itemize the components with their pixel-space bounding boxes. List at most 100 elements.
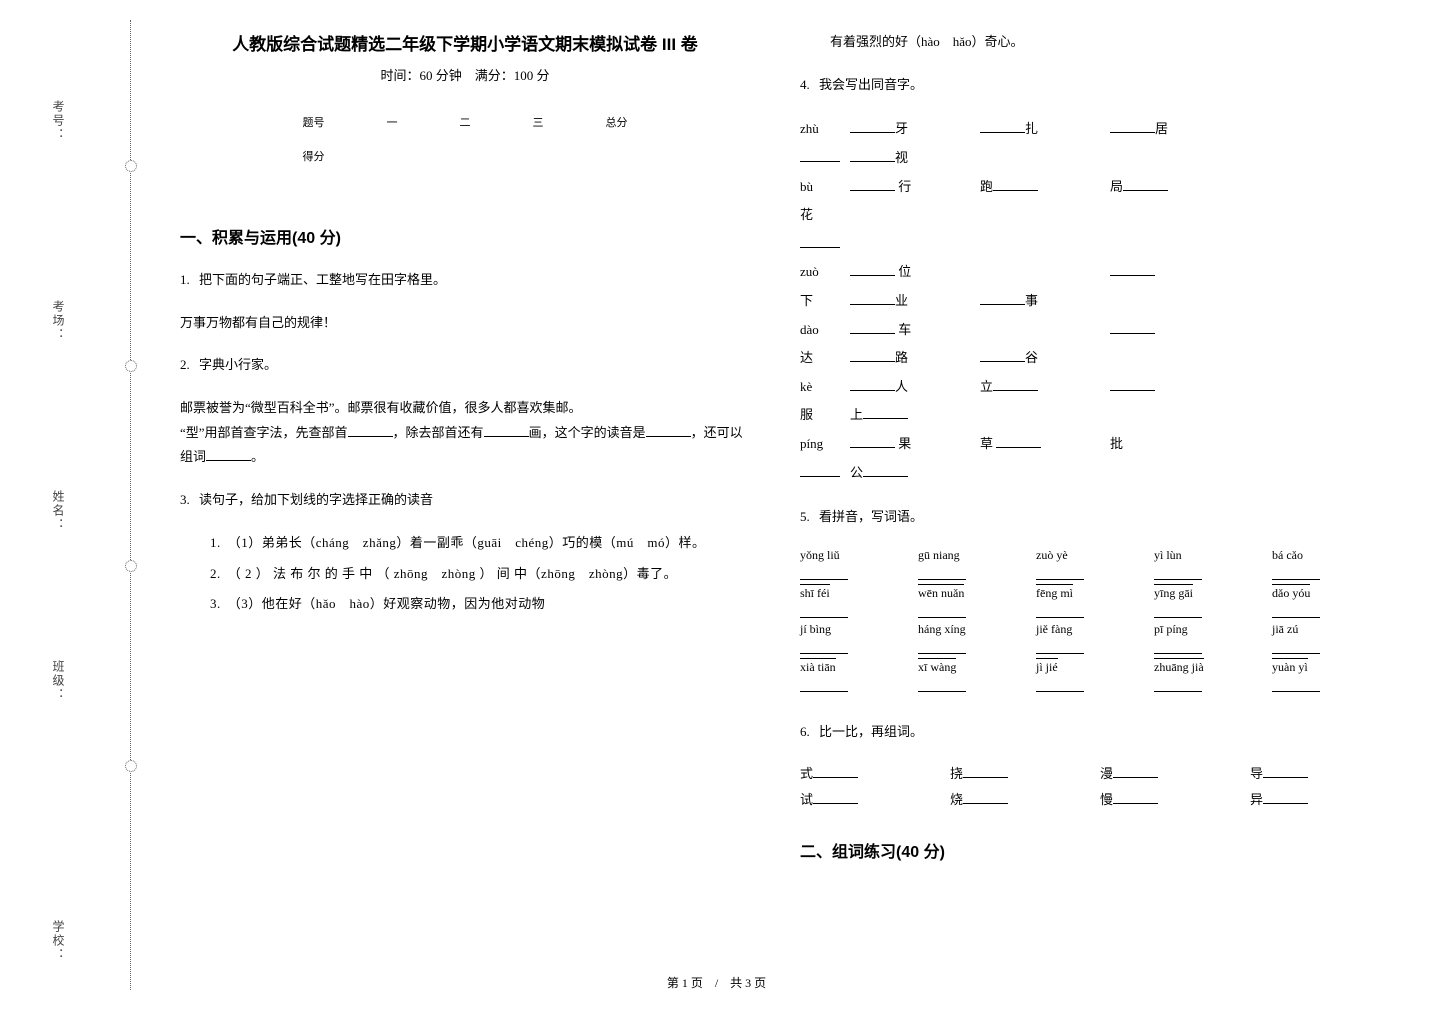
question-6: 6. 比一比，再组词。	[800, 720, 1370, 745]
fill-blank[interactable]	[850, 175, 895, 191]
fill-blank[interactable]	[850, 260, 895, 276]
fill-blank[interactable]	[484, 421, 529, 437]
fill-blank[interactable]	[1036, 678, 1084, 692]
fill-blank[interactable]	[800, 566, 848, 580]
compare-char: 导	[1250, 766, 1263, 781]
compare-char: 漫	[1100, 766, 1113, 781]
fill-blank[interactable]	[1110, 318, 1155, 334]
table-row: zhù 牙 扎 居	[800, 115, 1370, 144]
question-3-list: 1. （1）弟弟长（cháng zhǎng）着一副乖（guāi chéng）巧的…	[180, 531, 750, 617]
fill-blank[interactable]	[850, 318, 895, 334]
fill-blank[interactable]	[348, 421, 393, 437]
fill-blank[interactable]	[918, 678, 966, 692]
fill-blank[interactable]	[980, 289, 1025, 305]
table-row: 题号 一 二 三 总分	[273, 106, 658, 138]
fill-blank[interactable]	[813, 788, 858, 804]
fill-blank[interactable]	[800, 146, 840, 162]
fill-blank[interactable]	[1263, 762, 1308, 778]
fill-blank[interactable]	[1272, 678, 1320, 692]
fill-blank[interactable]	[1272, 566, 1320, 580]
q-title: 字典小行家。	[199, 357, 277, 372]
pinyin-cell: gū niang	[918, 548, 1016, 580]
q2-para2c: 画，这个字的读音是	[529, 425, 646, 440]
score-header: 一	[357, 106, 428, 138]
fill-blank[interactable]	[918, 604, 966, 618]
fill-blank[interactable]	[963, 762, 1008, 778]
fill-blank[interactable]	[863, 403, 908, 419]
hp-pinyin: píng	[800, 430, 850, 459]
hp-char: 立	[980, 379, 993, 394]
q2-para2b: ，除去部首还有	[393, 425, 484, 440]
hp-char: 行	[898, 179, 911, 194]
fill-blank[interactable]	[850, 117, 895, 133]
fill-blank[interactable]	[918, 640, 966, 654]
fill-blank[interactable]	[850, 432, 895, 448]
fill-blank[interactable]	[993, 375, 1038, 391]
fill-blank[interactable]	[1036, 640, 1084, 654]
fill-blank[interactable]	[800, 640, 848, 654]
fill-blank[interactable]	[980, 346, 1025, 362]
q-title: 读句子，给加下划线的字选择正确的读音	[199, 492, 433, 507]
pinyin-cell: yuàn yì	[1272, 658, 1370, 692]
fill-blank[interactable]	[206, 445, 251, 461]
fill-blank[interactable]	[800, 461, 840, 477]
compare-char: 异	[1250, 792, 1263, 807]
hp-char: 花	[800, 207, 813, 222]
hp-char: 服	[800, 407, 813, 422]
fill-blank[interactable]	[1036, 604, 1084, 618]
fill-blank[interactable]	[800, 232, 840, 248]
fill-blank[interactable]	[1113, 788, 1158, 804]
fill-blank[interactable]	[993, 175, 1038, 191]
fill-blank[interactable]	[1113, 762, 1158, 778]
pinyin-label: gū niang	[918, 548, 960, 562]
page-title: 人教版综合试题精选二年级下学期小学语文期末模拟试卷 III 卷	[180, 30, 750, 55]
fill-blank[interactable]	[800, 604, 848, 618]
compare-char: 挠	[950, 766, 963, 781]
pinyin-cell: shī féi	[800, 584, 898, 618]
fill-blank[interactable]	[963, 788, 1008, 804]
q2-para2e: 。	[251, 449, 264, 464]
fill-blank[interactable]	[996, 432, 1041, 448]
fill-blank[interactable]	[813, 762, 858, 778]
fill-blank[interactable]	[980, 117, 1025, 133]
fill-blank[interactable]	[863, 461, 908, 477]
fill-blank[interactable]	[1263, 788, 1308, 804]
fill-blank[interactable]	[1154, 566, 1202, 580]
fold-circle	[125, 160, 137, 172]
list-item: 3. （3）他在好（hǎo hào）好观察动物，因为他对动物	[210, 592, 750, 617]
question-5: 5. 看拼音，写词语。	[800, 505, 1370, 530]
pinyin-cell: xià tiān	[800, 658, 898, 692]
compare-cell: 式	[800, 762, 920, 782]
list-item: 2. （ 2 ） 法 布 尔 的 手 中 （ zhōng zhòng ） 间 中…	[210, 562, 750, 587]
fill-blank[interactable]	[1272, 640, 1320, 654]
section-1-header: 一、积累与运用(40 分)	[180, 224, 750, 248]
fill-blank[interactable]	[1154, 604, 1202, 618]
compare-cell: 导	[1250, 762, 1370, 782]
fill-blank[interactable]	[918, 566, 966, 580]
fill-blank[interactable]	[1110, 117, 1155, 133]
q-number: 3.	[180, 492, 190, 507]
fill-blank[interactable]	[850, 375, 895, 391]
pinyin-cell: jiā zú	[1272, 622, 1370, 654]
fill-blank[interactable]	[850, 289, 895, 305]
fill-blank[interactable]	[800, 678, 848, 692]
fill-blank[interactable]	[1272, 604, 1320, 618]
fill-blank[interactable]	[1036, 566, 1084, 580]
fill-blank[interactable]	[1110, 375, 1155, 391]
fill-blank[interactable]	[646, 421, 691, 437]
section-2-header: 二、组词练习(40 分)	[800, 838, 1370, 862]
fill-blank[interactable]	[1154, 678, 1202, 692]
fill-blank[interactable]	[1110, 260, 1155, 276]
fill-blank[interactable]	[1154, 640, 1202, 654]
list-item: 1. （1）弟弟长（cháng zhǎng）着一副乖（guāi chéng）巧的…	[210, 531, 750, 556]
fill-blank[interactable]	[850, 146, 895, 162]
table-row: bù 行 跑 局	[800, 173, 1370, 202]
q3-item: （1）弟弟长（cháng zhǎng）着一副乖（guāi chéng）巧的模（m…	[234, 535, 705, 550]
table-row: kè 人 立	[800, 373, 1370, 402]
pinyin-cell: pī píng	[1154, 622, 1252, 654]
fill-blank[interactable]	[1123, 175, 1168, 191]
hp-char: 扎	[1025, 121, 1038, 136]
score-header: 三	[503, 106, 574, 138]
hp-char: 跑	[980, 179, 993, 194]
fill-blank[interactable]	[850, 346, 895, 362]
